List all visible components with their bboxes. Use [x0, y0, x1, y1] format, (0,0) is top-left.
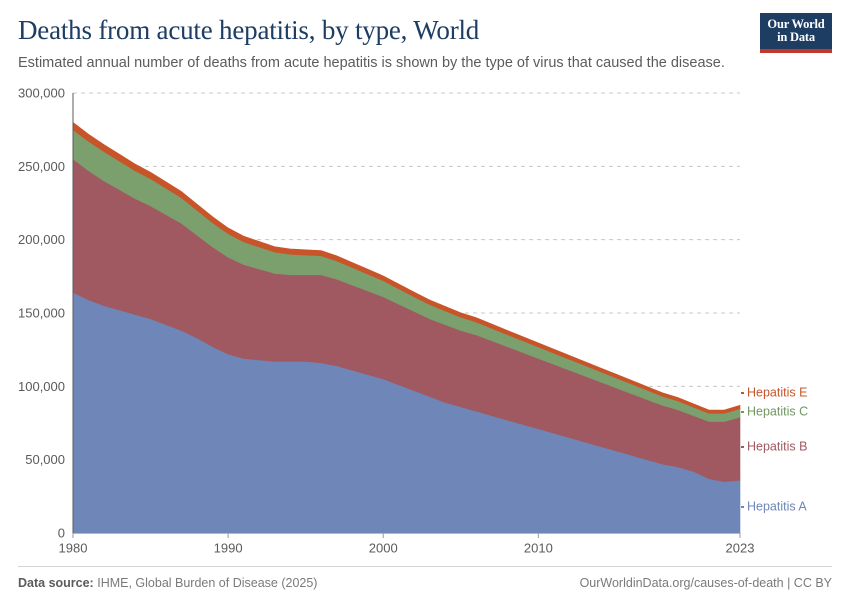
chart-license[interactable]: OurWorldinData.org/causes-of-death | CC … — [579, 576, 832, 590]
x-axis-tick-labels: 1980 1990 2000 2010 2023 — [59, 541, 755, 556]
data-source: Data source: IHME, Global Burden of Dise… — [18, 576, 317, 590]
x-tick-label: 2010 — [524, 541, 553, 556]
series-areas-group[interactable] — [72, 121, 741, 534]
chart-footer: Data source: IHME, Global Burden of Dise… — [18, 566, 832, 590]
x-tick-label: 1990 — [214, 541, 243, 556]
y-tick-label: 150,000 — [18, 305, 65, 320]
chart-subtitle: Estimated annual number of deaths from a… — [18, 55, 725, 71]
y-tick-label: 250,000 — [18, 159, 65, 174]
series-legend[interactable]: Hepatitis E Hepatitis C Hepatitis B Hepatit… — [741, 385, 808, 513]
legend-label-hepatitis-c[interactable]: Hepatitis C — [747, 404, 808, 418]
y-tick-label: 300,000 — [18, 85, 65, 100]
owid-logo-line1: Our World — [767, 16, 825, 31]
data-source-value: IHME, Global Burden of Disease (2025) — [97, 576, 318, 590]
y-tick-label: 50,000 — [25, 452, 65, 467]
y-tick-label: 100,000 — [18, 379, 65, 394]
x-tick-label: 2023 — [726, 541, 755, 556]
data-source-label: Data source: — [18, 576, 94, 590]
legend-label-hepatitis-e[interactable]: Hepatitis E — [747, 385, 807, 399]
legend-label-hepatitis-b[interactable]: Hepatitis B — [747, 439, 807, 453]
y-tick-label: 0 — [58, 525, 65, 540]
owid-logo-line2: in Data — [777, 30, 815, 44]
x-tick-label: 2000 — [369, 541, 398, 556]
page-title: Deaths from acute hepatitis, by type, Wo… — [18, 15, 480, 45]
chart-header: Deaths from acute hepatitis, by type, Wo… — [18, 14, 832, 73]
x-tick-label: 1980 — [59, 541, 88, 556]
y-tick-label: 200,000 — [18, 232, 65, 247]
axes-group — [72, 93, 741, 538]
area-series-hepatitis-e[interactable] — [72, 121, 741, 414]
y-axis-tick-labels: 0 50,000 100,000 150,000 200,000 250,000 300,0… — [18, 85, 65, 540]
legend-label-hepatitis-a[interactable]: Hepatitis A — [747, 499, 807, 513]
owid-logo[interactable]: Our World in Data — [760, 13, 832, 53]
